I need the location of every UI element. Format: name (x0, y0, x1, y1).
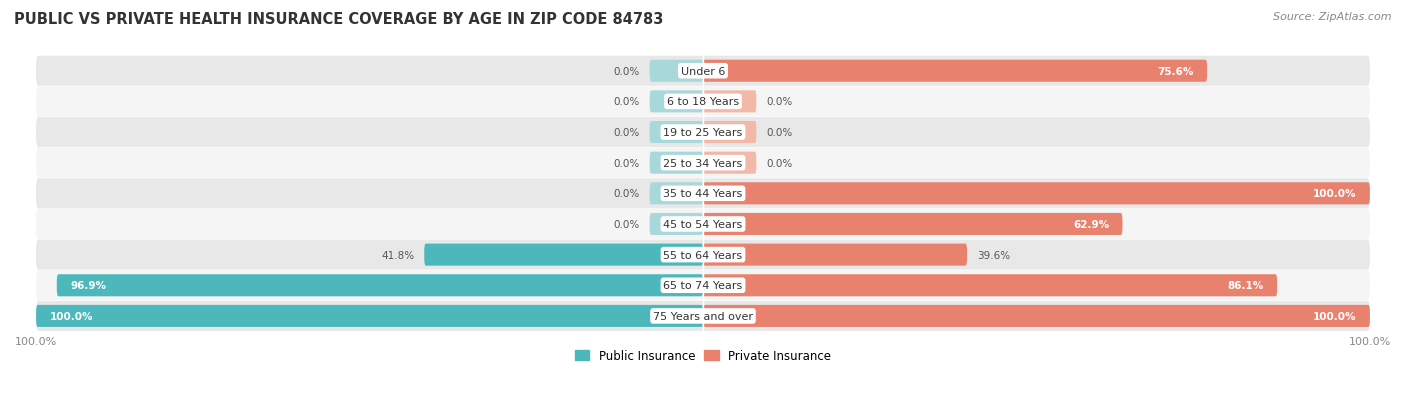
Text: 100.0%: 100.0% (1313, 311, 1357, 321)
Text: 75 Years and over: 75 Years and over (652, 311, 754, 321)
FancyBboxPatch shape (650, 91, 703, 113)
FancyBboxPatch shape (703, 183, 1369, 205)
Text: 0.0%: 0.0% (613, 189, 640, 199)
Text: 0.0%: 0.0% (766, 128, 793, 138)
Text: 65 to 74 Years: 65 to 74 Years (664, 280, 742, 291)
Text: 0.0%: 0.0% (613, 219, 640, 229)
Text: 0.0%: 0.0% (613, 128, 640, 138)
FancyBboxPatch shape (37, 118, 1369, 148)
FancyBboxPatch shape (703, 91, 756, 113)
Text: 19 to 25 Years: 19 to 25 Years (664, 128, 742, 138)
Text: 39.6%: 39.6% (977, 250, 1010, 260)
FancyBboxPatch shape (650, 122, 703, 144)
FancyBboxPatch shape (37, 271, 1369, 301)
Text: 45 to 54 Years: 45 to 54 Years (664, 219, 742, 229)
FancyBboxPatch shape (650, 214, 703, 235)
Text: PUBLIC VS PRIVATE HEALTH INSURANCE COVERAGE BY AGE IN ZIP CODE 84783: PUBLIC VS PRIVATE HEALTH INSURANCE COVER… (14, 12, 664, 27)
FancyBboxPatch shape (650, 183, 703, 205)
FancyBboxPatch shape (703, 305, 1369, 327)
FancyBboxPatch shape (37, 57, 1369, 87)
Text: 0.0%: 0.0% (766, 158, 793, 168)
FancyBboxPatch shape (37, 179, 1369, 209)
FancyBboxPatch shape (703, 152, 756, 174)
FancyBboxPatch shape (703, 61, 1208, 83)
Text: 0.0%: 0.0% (613, 158, 640, 168)
Text: Under 6: Under 6 (681, 66, 725, 76)
FancyBboxPatch shape (37, 240, 1369, 270)
Text: 25 to 34 Years: 25 to 34 Years (664, 158, 742, 168)
FancyBboxPatch shape (37, 148, 1369, 178)
Text: 100.0%: 100.0% (1313, 189, 1357, 199)
FancyBboxPatch shape (703, 244, 967, 266)
Text: 0.0%: 0.0% (613, 97, 640, 107)
FancyBboxPatch shape (37, 209, 1369, 240)
FancyBboxPatch shape (37, 301, 1369, 331)
FancyBboxPatch shape (703, 275, 1277, 297)
Text: 100.0%: 100.0% (49, 311, 93, 321)
Text: 0.0%: 0.0% (613, 66, 640, 76)
FancyBboxPatch shape (703, 214, 1122, 235)
FancyBboxPatch shape (650, 152, 703, 174)
FancyBboxPatch shape (650, 61, 703, 83)
Text: 6 to 18 Years: 6 to 18 Years (666, 97, 740, 107)
Text: 41.8%: 41.8% (381, 250, 415, 260)
Text: Source: ZipAtlas.com: Source: ZipAtlas.com (1274, 12, 1392, 22)
Legend: Public Insurance, Private Insurance: Public Insurance, Private Insurance (571, 344, 835, 367)
FancyBboxPatch shape (56, 275, 703, 297)
Text: 35 to 44 Years: 35 to 44 Years (664, 189, 742, 199)
FancyBboxPatch shape (37, 87, 1369, 117)
Text: 96.9%: 96.9% (70, 280, 105, 291)
Text: 62.9%: 62.9% (1073, 219, 1109, 229)
FancyBboxPatch shape (37, 305, 703, 327)
Text: 55 to 64 Years: 55 to 64 Years (664, 250, 742, 260)
Text: 0.0%: 0.0% (766, 97, 793, 107)
Text: 75.6%: 75.6% (1157, 66, 1194, 76)
FancyBboxPatch shape (703, 122, 756, 144)
Text: 86.1%: 86.1% (1227, 280, 1264, 291)
FancyBboxPatch shape (425, 244, 703, 266)
